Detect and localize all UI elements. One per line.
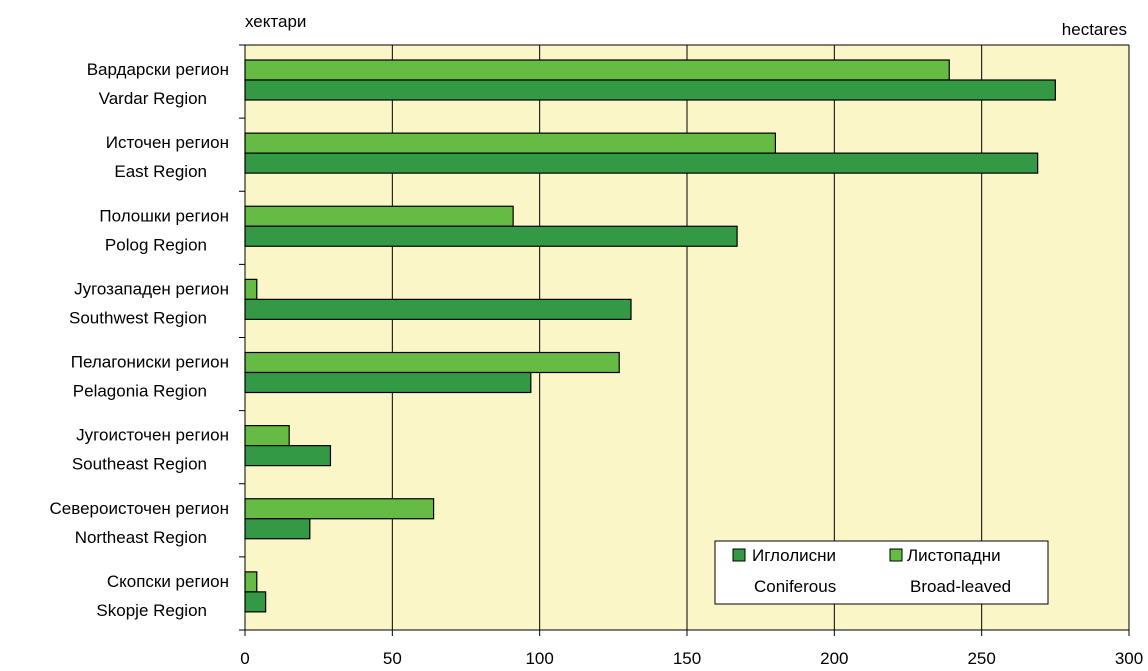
category-label-mk: Југозападен регион bbox=[74, 279, 229, 298]
category-label-mk: Југоисточен регион bbox=[76, 426, 229, 445]
category-label-en: Pelagonia Region bbox=[73, 382, 207, 401]
bar-broad-leaved bbox=[244, 498, 435, 520]
x-tick-label: 150 bbox=[673, 649, 701, 666]
bar-broad-leaved bbox=[244, 571, 258, 593]
bar-broad-leaved bbox=[244, 59, 950, 81]
bar-coniferous bbox=[244, 79, 1056, 101]
bar-broad-leaved bbox=[244, 132, 777, 154]
x-tick-label: 250 bbox=[967, 649, 995, 666]
legend-label-mk: Иглолисни bbox=[752, 546, 836, 565]
bar-coniferous bbox=[244, 298, 632, 320]
x-tick-label: 50 bbox=[383, 649, 402, 666]
category-label-en: Southwest Region bbox=[69, 308, 207, 327]
legend-swatch-broad-leaved bbox=[889, 548, 903, 562]
x-tick-label: 0 bbox=[240, 649, 249, 666]
category-label-mk: Скопски регион bbox=[107, 572, 229, 591]
bar-coniferous bbox=[244, 371, 532, 394]
bar-coniferous bbox=[244, 445, 332, 467]
category-label-en: Southeast Region bbox=[72, 455, 207, 474]
category-label-en: Northeast Region bbox=[75, 528, 207, 547]
bar-broad-leaved bbox=[244, 278, 258, 300]
category-label-en: Polog Region bbox=[105, 235, 207, 254]
bar-coniferous bbox=[244, 591, 267, 613]
x-tick-label: 300 bbox=[1115, 649, 1143, 666]
category-label-mk: Североисточен регион bbox=[50, 499, 229, 518]
legend-swatch-coniferous bbox=[732, 548, 746, 562]
bar-coniferous bbox=[244, 518, 311, 540]
unit-label-mk: хектари bbox=[245, 12, 306, 31]
category-label-en: East Region bbox=[114, 162, 207, 181]
bar-broad-leaved bbox=[244, 425, 290, 447]
x-tick-label: 200 bbox=[820, 649, 848, 666]
category-label-en: Vardar Region bbox=[99, 89, 207, 108]
x-tick-label: 100 bbox=[525, 649, 553, 666]
legend-label-en: Broad-leaved bbox=[910, 577, 1011, 596]
unit-label-en: hectares bbox=[1062, 20, 1127, 39]
legend-label-mk: Листопадни bbox=[907, 546, 1001, 565]
category-label-mk: Пелагониски регион bbox=[71, 353, 229, 372]
category-label-en: Skopje Region bbox=[96, 601, 207, 620]
bar-broad-leaved bbox=[244, 205, 514, 227]
legend-label-en: Coniferous bbox=[754, 577, 836, 596]
legend-box bbox=[714, 540, 1049, 605]
bar-coniferous bbox=[244, 225, 738, 247]
category-label-mk: Источен регион bbox=[106, 133, 229, 152]
bar-broad-leaved bbox=[244, 351, 620, 374]
category-label-mk: Вардарски регион bbox=[87, 60, 229, 79]
category-label-mk: Полошки регион bbox=[99, 206, 229, 225]
bar-coniferous bbox=[244, 152, 1039, 174]
